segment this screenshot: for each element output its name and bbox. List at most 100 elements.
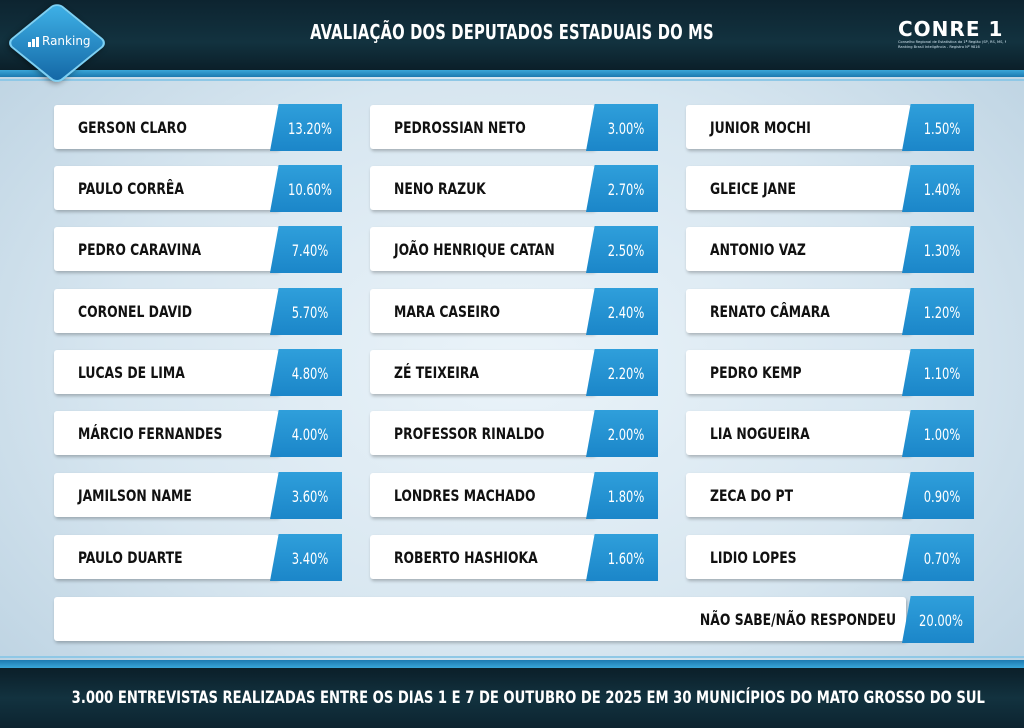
chart-icon <box>28 36 39 47</box>
candidate-pct: 4.00% <box>291 425 329 444</box>
footer-text: 3.000 ENTREVISTAS REALIZADAS ENTRE OS DI… <box>71 688 985 708</box>
candidate-pct-box <box>586 349 658 396</box>
footer-stripe <box>0 660 1024 668</box>
candidate-name: MÁRCIO FERNANDES <box>78 424 223 443</box>
candidate-name: JAMILSON NAME <box>78 486 192 505</box>
summary-label: NÃO SABE/NÃO RESPONDEU <box>699 610 896 629</box>
candidate-name-box <box>54 227 279 271</box>
candidate-pct-box <box>902 534 974 581</box>
candidate-name-box <box>686 105 911 149</box>
candidate-name-box <box>370 105 595 149</box>
candidate-pct: 0.70% <box>923 549 961 568</box>
candidate-pct: 2.70% <box>607 180 645 199</box>
candidate-pct: 1.30% <box>923 241 961 260</box>
candidate-name-box <box>54 473 279 517</box>
candidate-pct: 1.80% <box>607 487 645 506</box>
candidate-card: ZÉ TEIXEIRA 2.20% <box>370 349 658 396</box>
summary-row: NÃO SABE/NÃO RESPONDEU 20.00% <box>54 596 974 643</box>
candidate-name-box <box>54 105 279 149</box>
candidate-name: CORONEL DAVID <box>78 302 193 321</box>
candidate-name-box <box>686 473 911 517</box>
candidate-pct-box <box>270 104 342 151</box>
candidate-name-box <box>686 350 911 394</box>
candidate-card: ROBERTO HASHIOKA 1.60% <box>370 534 658 581</box>
candidate-name-box <box>686 227 911 271</box>
candidate-name-box <box>370 166 595 210</box>
ranking-badge: Ranking <box>5 1 109 85</box>
candidate-name: GLEICE JANE <box>710 179 796 198</box>
candidate-pct: 1.40% <box>923 180 961 199</box>
candidate-pct-box <box>270 410 342 457</box>
ranking-badge-label: Ranking <box>42 34 91 48</box>
candidate-name: GERSON CLARO <box>78 118 187 137</box>
candidate-pct: 1.50% <box>923 119 961 138</box>
candidate-pct-box <box>586 472 658 519</box>
candidate-pct-box <box>902 104 974 151</box>
candidate-pct-box <box>902 226 974 273</box>
candidate-card: JOÃO HENRIQUE CATAN 2.50% <box>370 226 658 273</box>
candidate-pct-box <box>270 165 342 212</box>
candidate-name: JOÃO HENRIQUE CATAN <box>394 240 555 259</box>
candidate-pct-box <box>902 165 974 212</box>
candidate-name: PEDRO CARAVINA <box>78 240 202 259</box>
candidate-name: ANTONIO VAZ <box>710 240 806 259</box>
candidate-name-box <box>54 411 279 455</box>
candidate-name: RENATO CÂMARA <box>710 302 830 321</box>
summary-pct-box <box>902 596 974 643</box>
candidate-name-box <box>54 289 279 333</box>
candidate-card: GERSON CLARO 13.20% <box>54 104 342 151</box>
candidate-name-box <box>54 166 279 210</box>
candidate-name-box <box>370 350 595 394</box>
candidate-pct-box <box>586 165 658 212</box>
candidate-name-box <box>370 473 595 517</box>
candidate-card: PEDRO CARAVINA 7.40% <box>54 226 342 273</box>
candidate-pct-box <box>586 534 658 581</box>
candidate-card: JAMILSON NAME 3.60% <box>54 472 342 519</box>
logo-text: CONRE 1 <box>898 17 1004 41</box>
candidate-pct: 4.80% <box>291 364 329 383</box>
candidate-pct: 10.60% <box>288 180 332 199</box>
candidate-pct: 5.70% <box>291 303 329 322</box>
candidate-name-box <box>370 411 595 455</box>
candidate-pct-box <box>270 534 342 581</box>
candidate-name: LIDIO LOPES <box>710 548 797 567</box>
candidate-pct: 3.60% <box>291 487 329 506</box>
candidate-card: ANTONIO VAZ 1.30% <box>686 226 974 273</box>
candidate-card: PEDROSSIAN NETO 3.00% <box>370 104 658 151</box>
candidate-pct: 2.50% <box>607 241 645 260</box>
candidate-card: MÁRCIO FERNANDES 4.00% <box>54 410 342 457</box>
candidate-pct: 1.60% <box>607 549 645 568</box>
candidate-card: PAULO CORRÊA 10.60% <box>54 165 342 212</box>
candidate-card: LIA NOGUEIRA 1.00% <box>686 410 974 457</box>
summary-label-box <box>54 597 906 641</box>
candidate-card: MARA CASEIRO 2.40% <box>370 288 658 335</box>
logo-subtext-2: Ranking Brasil Inteligência - Registro N… <box>898 44 980 49</box>
candidate-name: PEDROSSIAN NETO <box>394 118 526 137</box>
candidate-name: ZÉ TEIXEIRA <box>394 363 479 382</box>
candidate-pct-box <box>902 472 974 519</box>
candidate-name-box <box>686 289 911 333</box>
candidate-card: RENATO CÂMARA 1.20% <box>686 288 974 335</box>
candidate-card: ZECA DO PT 0.90% <box>686 472 974 519</box>
candidate-pct: 7.40% <box>291 241 329 260</box>
candidate-card: PEDRO KEMP 1.10% <box>686 349 974 396</box>
candidate-card: NENO RAZUK 2.70% <box>370 165 658 212</box>
candidate-pct-box <box>270 288 342 335</box>
footer-bar <box>0 668 1024 728</box>
candidate-pct: 3.40% <box>291 549 329 568</box>
candidate-pct-box <box>902 288 974 335</box>
candidate-name: PEDRO KEMP <box>710 363 802 382</box>
summary-pct: 20.00% <box>919 611 963 630</box>
candidate-pct: 1.10% <box>923 364 961 383</box>
candidate-card: PAULO DUARTE 3.40% <box>54 534 342 581</box>
candidate-name-box <box>686 535 911 579</box>
ranking-badge-label-wrap: Ranking <box>28 34 91 48</box>
candidate-pct: 13.20% <box>288 119 332 138</box>
candidate-name: MARA CASEIRO <box>394 302 501 321</box>
candidate-name: LONDRES MACHADO <box>394 486 536 505</box>
header-bar <box>0 0 1024 70</box>
candidate-pct-box <box>586 226 658 273</box>
candidate-pct: 1.00% <box>923 425 961 444</box>
candidate-name-box <box>686 166 911 210</box>
candidate-name-box <box>370 227 595 271</box>
